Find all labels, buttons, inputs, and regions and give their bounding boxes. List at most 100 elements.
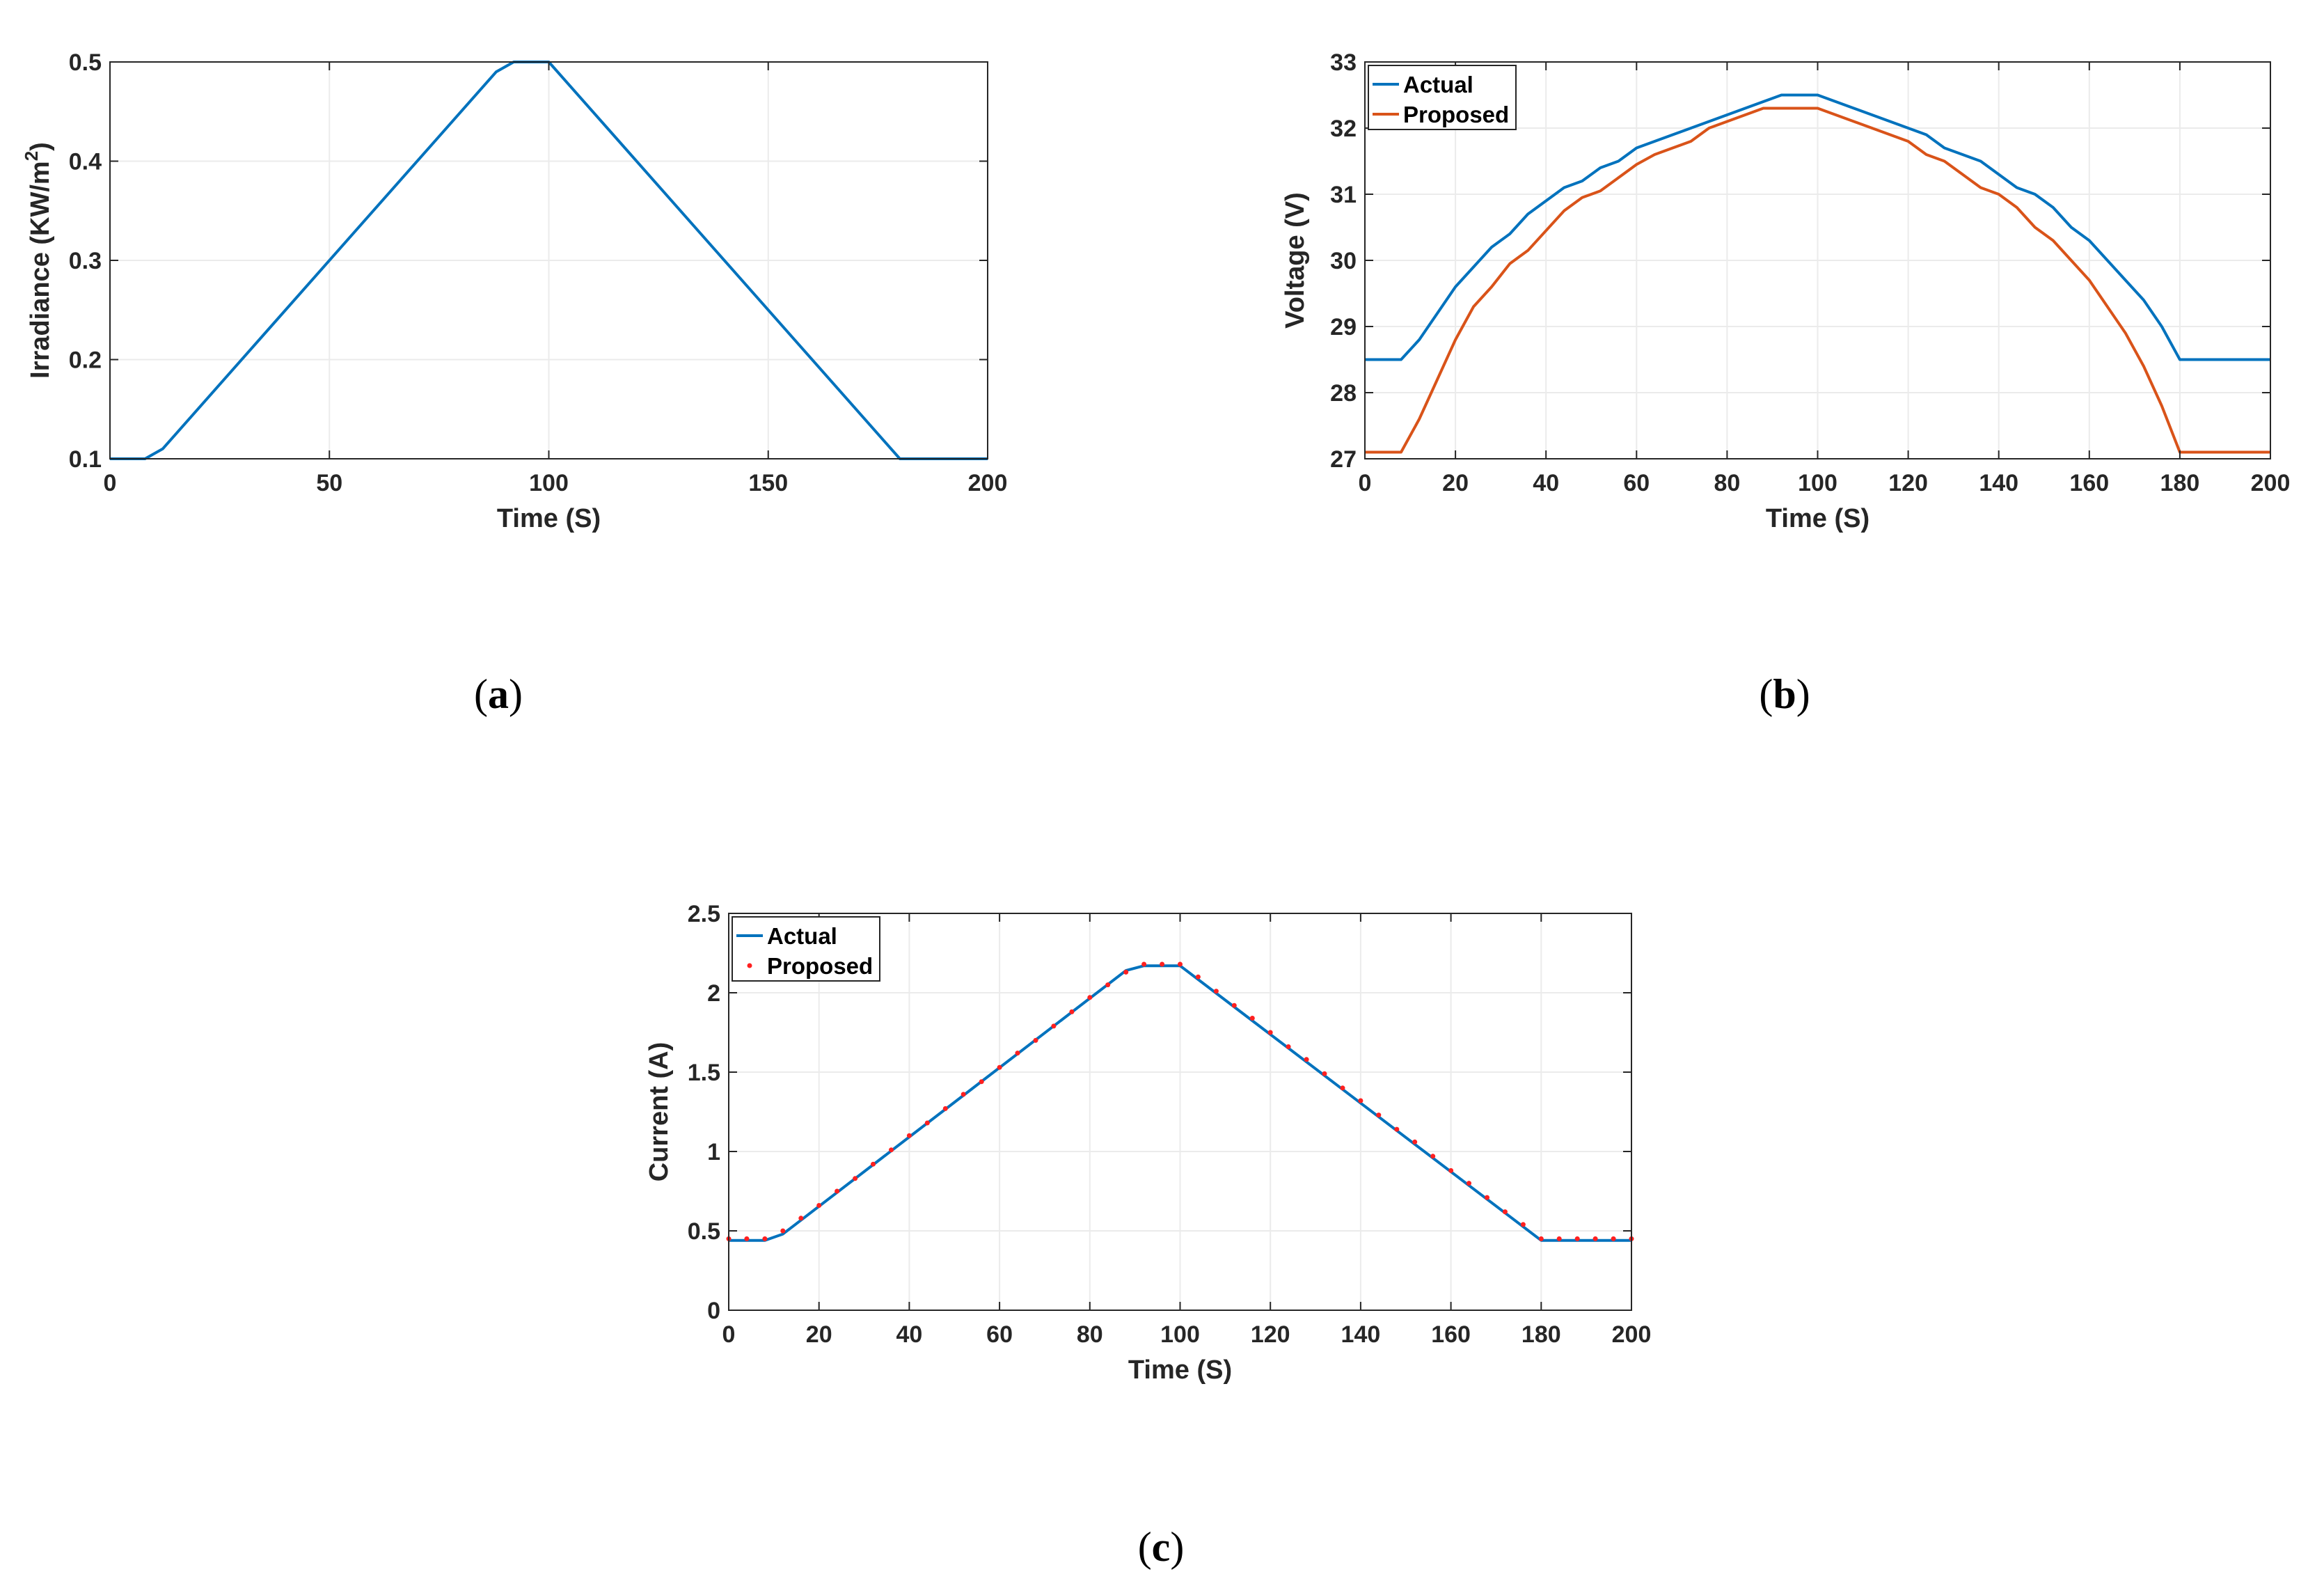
y-tick-label: 32 — [1330, 116, 1357, 142]
data-point-proposed — [780, 1228, 786, 1234]
x-tick-label: 200 — [2251, 470, 2291, 496]
y-tick-label: 30 — [1330, 248, 1357, 274]
data-point-proposed — [1105, 982, 1111, 988]
data-point-proposed — [1286, 1044, 1291, 1049]
y-tick-label: 28 — [1330, 380, 1357, 407]
x-tick-label: 80 — [1714, 470, 1740, 496]
data-point-proposed — [1556, 1236, 1562, 1241]
legend-label-actual: Actual — [1403, 72, 1473, 97]
data-point-proposed — [853, 1176, 858, 1181]
data-point-proposed — [1340, 1085, 1345, 1091]
data-point-proposed — [1322, 1071, 1327, 1076]
data-point-proposed — [1520, 1222, 1526, 1227]
x-tick-label: 20 — [1442, 470, 1469, 496]
data-point-proposed — [906, 1133, 912, 1138]
data-point-proposed — [798, 1216, 804, 1221]
panel-c-current-chart: 0 20 40 60 80 100 120 140 160 180 200 0 0.5 1 1.5 2 2.5 T… — [645, 901, 1651, 1385]
x-tick-label: 20 — [806, 1321, 832, 1348]
data-point-proposed — [1160, 961, 1165, 967]
data-point-proposed — [1213, 989, 1219, 994]
y-tick-label: 0.1 — [69, 446, 102, 473]
data-point-proposed — [1069, 1009, 1075, 1014]
data-point-proposed — [924, 1120, 930, 1126]
y-tick-label: 31 — [1330, 182, 1357, 208]
y-tick-label: 29 — [1330, 314, 1357, 340]
y-tick-label: 1 — [707, 1139, 720, 1165]
x-tick-label: 100 — [1160, 1321, 1200, 1348]
y-tick-label: 1.5 — [688, 1060, 720, 1086]
x-tick-label: 180 — [1521, 1321, 1561, 1348]
x-tick-label: 200 — [1612, 1321, 1652, 1348]
data-point-proposed — [762, 1236, 768, 1241]
data-point-proposed — [1394, 1126, 1400, 1132]
y-tick-label: 0.5 — [688, 1218, 720, 1245]
data-point-proposed — [1141, 961, 1147, 967]
data-point-proposed — [1467, 1181, 1471, 1186]
data-point-proposed — [997, 1064, 1002, 1070]
x-tick-label: 60 — [986, 1321, 1013, 1348]
data-point-proposed — [961, 1092, 966, 1097]
series-line-irradiance — [110, 61, 988, 460]
x-tick-label: 100 — [1798, 470, 1837, 496]
x-tick-label: 140 — [1341, 1321, 1381, 1348]
x-tick-label: 0 — [1359, 470, 1372, 496]
data-point-proposed — [1358, 1098, 1363, 1103]
data-point-proposed — [1178, 961, 1183, 967]
data-point-proposed — [1538, 1236, 1544, 1241]
x-tick-label: 120 — [1888, 470, 1928, 496]
x-tick-label: 160 — [1431, 1321, 1471, 1348]
data-point-proposed — [1430, 1154, 1436, 1159]
y-tick-label: 0.3 — [69, 248, 102, 274]
y-tick-label: 33 — [1330, 49, 1357, 76]
legend-swatch-proposed — [747, 963, 752, 968]
data-point-proposed — [889, 1147, 894, 1153]
y-tick-label: 0.4 — [69, 149, 102, 175]
data-point-proposed — [942, 1106, 948, 1111]
data-point-proposed — [1611, 1236, 1616, 1241]
y-tick-label: 0 — [707, 1298, 720, 1324]
data-point-proposed — [1448, 1168, 1454, 1173]
data-point-proposed — [816, 1203, 822, 1208]
x-axis-label: Time (S) — [1128, 1355, 1232, 1385]
x-tick-label: 40 — [1533, 470, 1559, 496]
x-tick-label: 140 — [1979, 470, 2018, 496]
y-tick-label: 2.5 — [688, 901, 720, 927]
y-tick-label: 2 — [707, 980, 720, 1007]
data-point-proposed — [1249, 1016, 1255, 1021]
data-point-proposed — [1231, 1003, 1237, 1008]
data-point-proposed — [1033, 1037, 1038, 1043]
data-point-proposed — [1015, 1051, 1020, 1056]
data-point-proposed — [1574, 1236, 1580, 1241]
legend: Actual Proposed — [732, 916, 880, 982]
legend: Actual Proposed — [1368, 65, 1517, 130]
x-tick-label: 150 — [748, 470, 788, 496]
legend-box — [732, 916, 880, 982]
data-point-proposed — [1485, 1195, 1489, 1200]
data-point-proposed — [1267, 1030, 1273, 1035]
data-point-proposed — [1195, 974, 1201, 980]
legend-label-actual: Actual — [767, 923, 837, 949]
data-point-proposed — [744, 1236, 750, 1241]
x-tick-label: 0 — [722, 1321, 736, 1348]
data-point-proposed — [1123, 969, 1129, 975]
x-axis-label: Time (S) — [1766, 504, 1870, 533]
data-point-proposed — [1502, 1209, 1508, 1215]
caption-a: (a) — [474, 671, 523, 717]
data-point-proposed — [1412, 1139, 1418, 1145]
legend-label-proposed: Proposed — [1403, 102, 1509, 127]
data-point-proposed — [1051, 1023, 1057, 1029]
y-tick-label: 0.2 — [69, 347, 102, 374]
y-axis-label: Voltage (V) — [1281, 192, 1310, 329]
x-tick-label: 100 — [529, 470, 569, 496]
x-tick-label: 160 — [2069, 470, 2109, 496]
series-line-actual — [1365, 93, 2270, 361]
caption-c: (c) — [1138, 1524, 1185, 1570]
data-point-proposed — [1376, 1113, 1382, 1118]
y-axis-label: Current (A) — [645, 1042, 674, 1182]
x-tick-label: 80 — [1077, 1321, 1103, 1348]
data-point-proposed — [871, 1161, 876, 1167]
x-tick-label: 200 — [968, 470, 1008, 496]
x-axis-label: Time (S) — [497, 504, 601, 533]
panel-a-irradiance-chart: 0 50 100 150 200 0.1 0.2 0.3 0.4 0.5 Time (S) Irrad… — [21, 49, 1007, 533]
